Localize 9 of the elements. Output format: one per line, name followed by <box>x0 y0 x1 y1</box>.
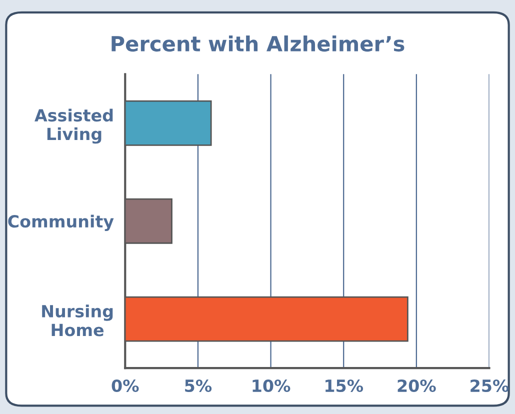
x-tick-label: 10% <box>252 379 290 392</box>
x-tick-label: 5% <box>185 379 212 392</box>
chart-title: Percent with Alzheimer’s <box>112 35 404 52</box>
y-tick-label: Nursing Home <box>42 304 113 336</box>
x-tick-label: 15% <box>326 379 364 392</box>
x-tick-label: 0% <box>112 379 139 392</box>
y-tick-label: Community <box>8 214 114 232</box>
y-tick-label: Assisted Living <box>34 108 113 144</box>
x-tick-label: 20% <box>398 379 436 392</box>
